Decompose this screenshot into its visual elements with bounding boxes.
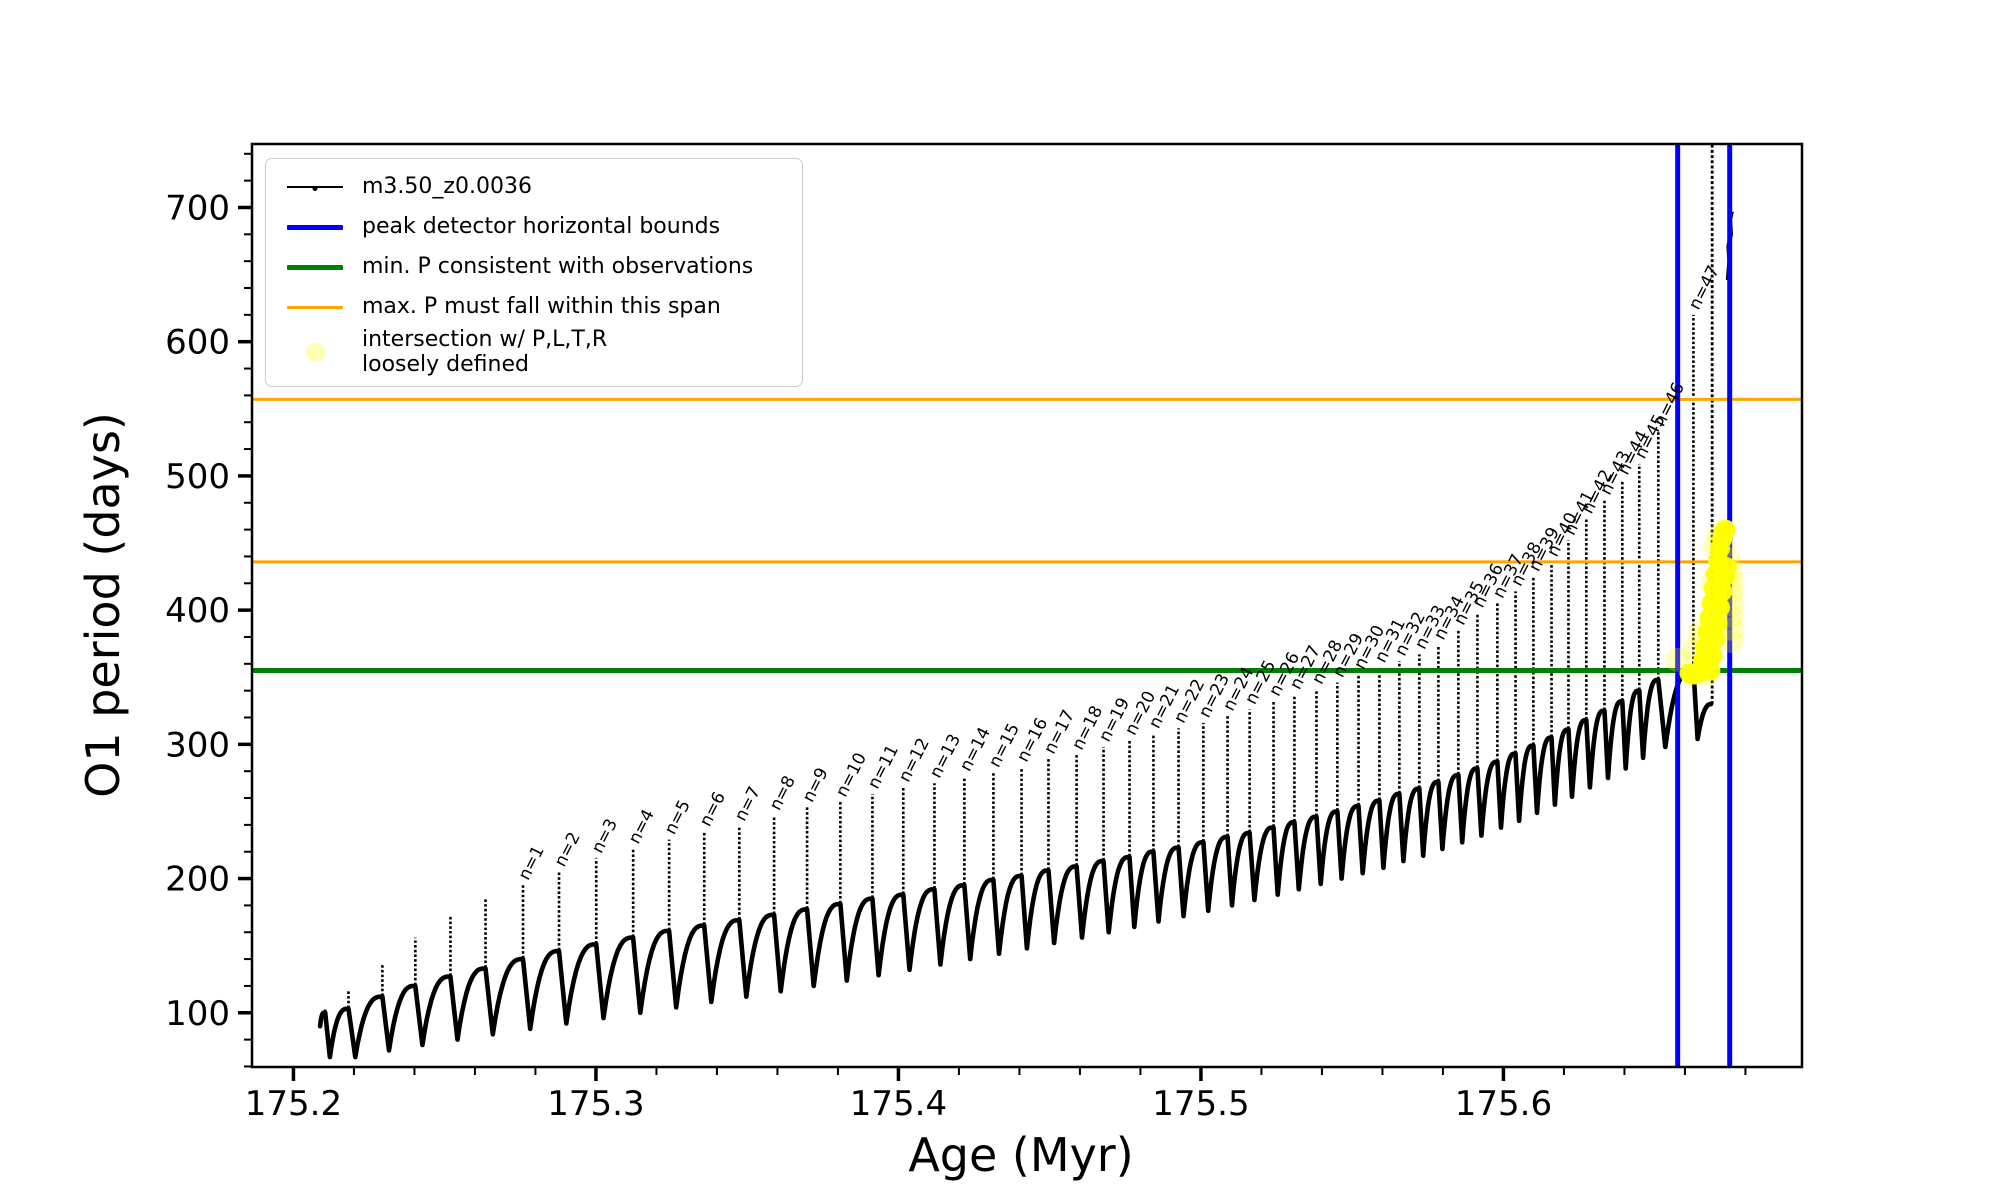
pulse-label-n4: n=4 [625, 806, 659, 847]
pulse-label-n13: n=13 [926, 731, 965, 782]
legend-item-0: m3.50_z0.0036 [278, 167, 790, 207]
y-tick-label: 700 [165, 188, 230, 228]
x-axis-label: Age (Myr) [908, 1128, 1134, 1182]
y-tick-label: 500 [165, 457, 230, 497]
pulse-label-n46: n=46 [1650, 379, 1689, 430]
legend-label: intersection w/ P,L,T,R loosely defined [362, 327, 608, 378]
pulse-label-n9: n=9 [799, 765, 833, 806]
pulse-label-n11: n=11 [864, 742, 903, 793]
pulse-label-n12: n=12 [895, 735, 934, 786]
pulse-label-n10: n=10 [832, 750, 871, 801]
plot-spines [250, 142, 1804, 1069]
legend-swatch-icon [286, 224, 344, 230]
axis-ticks [238, 152, 1747, 1081]
legend-item-3: max. P must fall within this span [278, 287, 790, 327]
pulse-label-n3: n=3 [588, 816, 622, 857]
x-tick-label: 175.6 [1455, 1084, 1552, 1124]
legend-label: peak detector horizontal bounds [362, 214, 721, 240]
y-tick-label: 400 [165, 591, 230, 631]
legend-label: min. P consistent with observations [362, 254, 754, 280]
y-axis-label: O1 period (days) [76, 412, 130, 798]
legend-label: m3.50_z0.0036 [362, 174, 532, 200]
legend-item-4: intersection w/ P,L,T,R loosely defined [278, 327, 790, 378]
pulse-label-n8: n=8 [766, 773, 800, 814]
pulse-label-n7: n=7 [731, 783, 765, 824]
legend-item-1: peak detector horizontal bounds [278, 207, 790, 247]
y-tick-label: 300 [165, 725, 230, 765]
y-tick-label: 600 [165, 323, 230, 363]
pulse-label-n47: n=47 [1685, 262, 1724, 313]
axis-tick-labels: 175.2 175.3 175.4 175.5 175.6 100 200 300 400 500… [165, 188, 1552, 1124]
x-tick-label: 175.4 [850, 1084, 947, 1124]
x-tick-label: 175.2 [245, 1084, 342, 1124]
legend-swatch-icon [286, 185, 344, 191]
x-tick-label: 175.3 [547, 1084, 644, 1124]
legend-item-2: min. P consistent with observations [278, 247, 790, 287]
legend-swatch-icon [286, 264, 344, 270]
x-tick-label: 175.5 [1152, 1084, 1249, 1124]
pulse-label-n14: n=14 [956, 724, 995, 775]
pulse-label-n5: n=5 [661, 797, 695, 838]
legend-label: max. P must fall within this span [362, 294, 721, 320]
legend-swatch-icon [286, 342, 344, 362]
model-track-spikes [323, 314, 1695, 1017]
pulse-label-n2: n=2 [551, 829, 585, 870]
y-tick-label: 100 [165, 994, 230, 1034]
y-tick-label: 200 [165, 860, 230, 900]
intersection-scatter [1679, 519, 1737, 685]
legend-swatch-icon [286, 305, 344, 309]
pulse-label-n6: n=6 [696, 789, 730, 830]
reference-hlines [252, 397, 1802, 674]
pulse-label-n1: n=1 [515, 843, 549, 884]
